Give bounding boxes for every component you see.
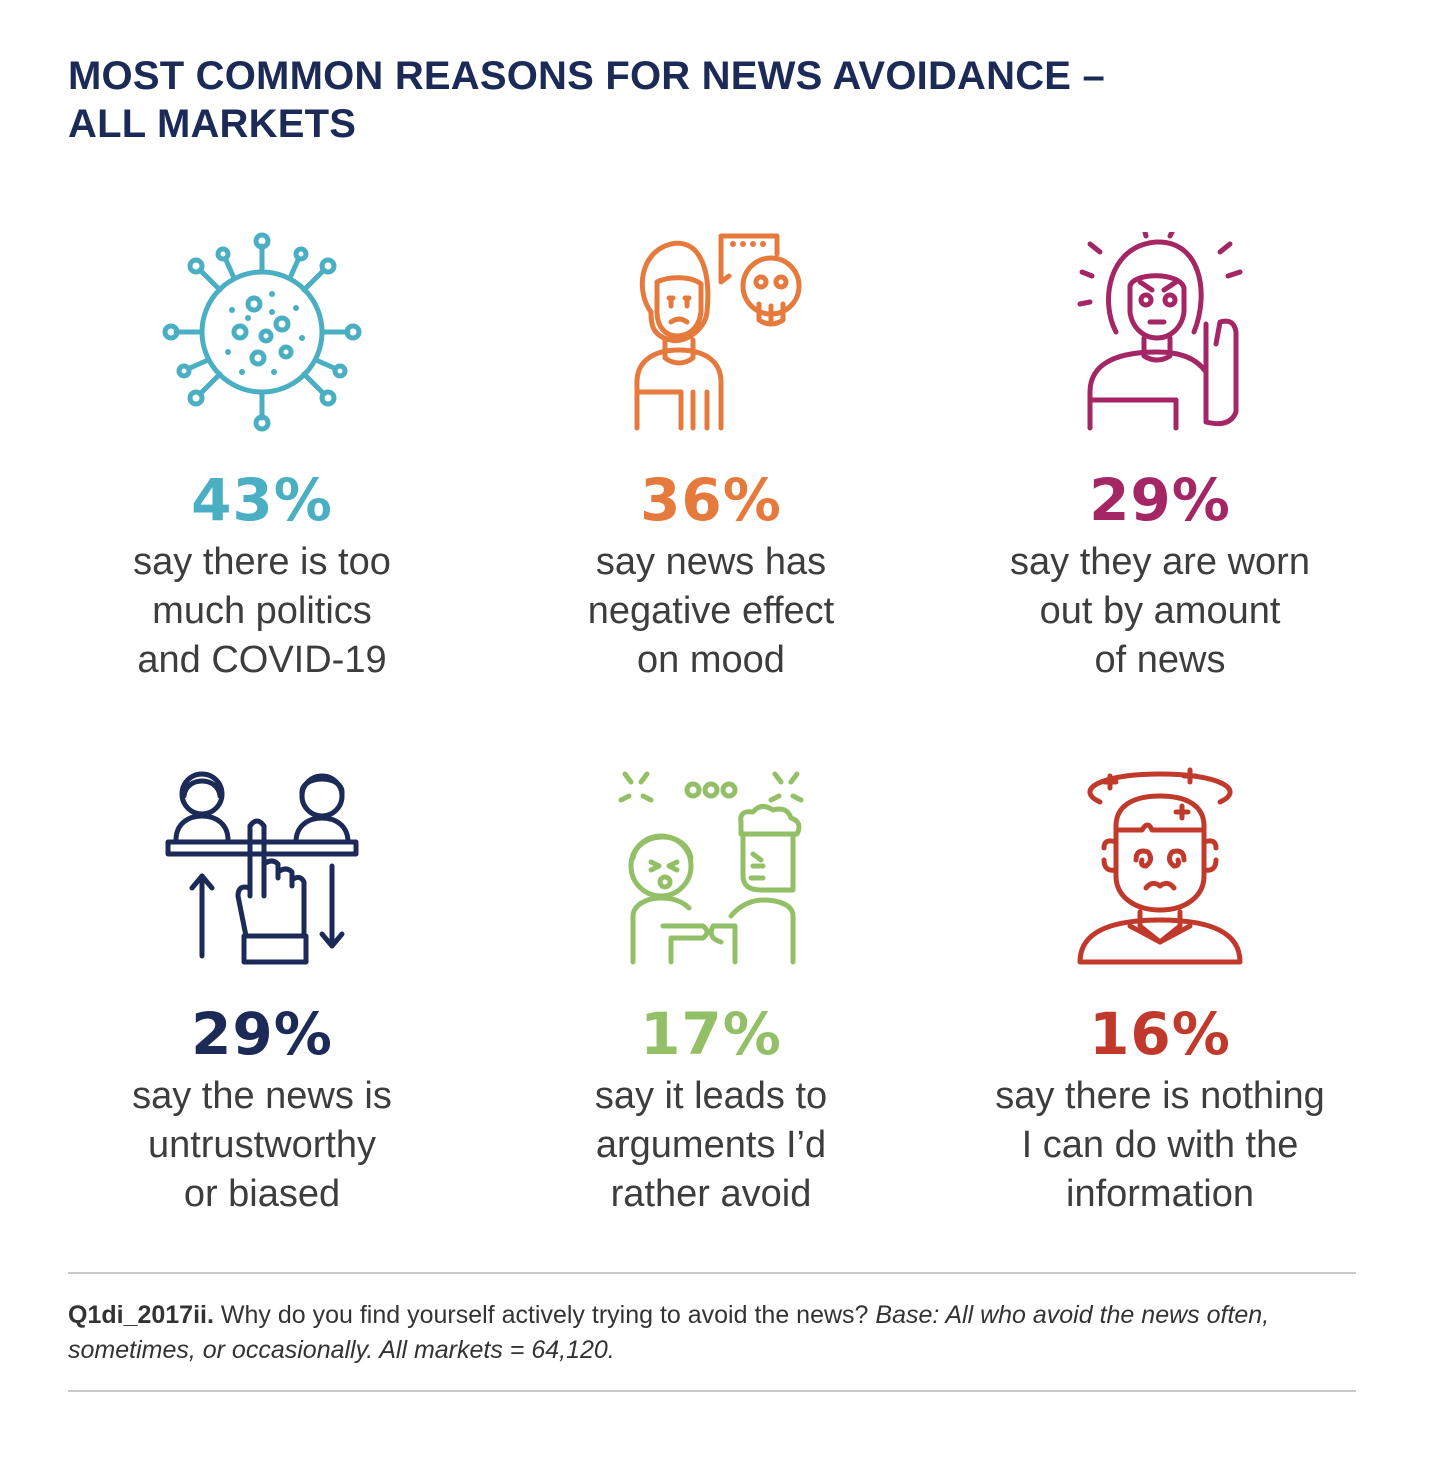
virus-icon (162, 232, 362, 432)
stat-card-negative-mood: 36% say news has negative effect on mood (501, 232, 921, 685)
stat-percent: 16% (1089, 1000, 1231, 1068)
stat-description: say the news is untrustworthy or biased (52, 1072, 472, 1219)
stat-line: negative effect (587, 590, 835, 632)
stat-line: say news has (595, 541, 827, 583)
divider-bottom (68, 1390, 1356, 1392)
stat-line: much politics (152, 590, 372, 632)
stat-line: on mood (637, 639, 785, 681)
stat-description: say it leads to arguments I’d rather avo… (501, 1072, 921, 1219)
stat-line: and COVID-19 (137, 639, 387, 681)
stat-line: arguments I’d (595, 1124, 827, 1166)
stat-line: say it leads to (594, 1075, 828, 1117)
stat-line: say there is too (133, 541, 391, 583)
stat-description: say news has negative effect on mood (501, 538, 921, 685)
stat-description: say they are worn out by amount of news (950, 538, 1370, 685)
dizzy-man-icon (1077, 767, 1243, 965)
title-line-2: ALL MARKETS (68, 102, 357, 146)
question-text: Why do you find yourself actively trying… (213, 1301, 876, 1329)
stat-card-arguments: 17% say it leads to arguments I’d rather… (501, 766, 921, 1219)
stat-line: of news (1094, 639, 1226, 681)
stat-description: say there is too much politics and COVID… (52, 538, 472, 685)
stat-line: rather avoid (610, 1173, 812, 1215)
sad-woman-speech-skull-icon (634, 233, 802, 431)
stat-percent: 29% (191, 1000, 333, 1068)
stat-line: say the news is (132, 1075, 392, 1117)
footnote: Q1di_2017ii. Why do you find yourself ac… (68, 1298, 1358, 1368)
stat-line: out by amount (1039, 590, 1281, 632)
stat-line: say there is nothing (995, 1075, 1325, 1117)
arguing-people-icon (618, 771, 804, 965)
title-line-1: MOST COMMON REASONS FOR NEWS AVOIDANCE – (68, 54, 1105, 98)
stat-line: or biased (183, 1173, 341, 1215)
stat-percent: 36% (640, 466, 782, 534)
biased-scale-hand-icon (165, 771, 359, 965)
base-note: Base: All who avoid the news often, some… (68, 1301, 1270, 1364)
stat-description: say there is nothing I can do with the i… (950, 1072, 1370, 1219)
stat-line: I can do with the (1021, 1124, 1299, 1166)
question-code: Q1di_2017ii. (68, 1301, 214, 1329)
stat-percent: 17% (640, 1000, 782, 1068)
stat-line: untrustworthy (147, 1124, 377, 1166)
stat-card-untrustworthy: 29% say the news is untrustworthy or bia… (52, 766, 472, 1219)
stat-line: information (1066, 1173, 1254, 1215)
page-title: MOST COMMON REASONS FOR NEWS AVOIDANCE –… (68, 52, 1268, 148)
stat-card-politics-covid: 43% say there is too much politics and C… (52, 232, 472, 685)
tired-woman-icon (1077, 232, 1243, 431)
stat-card-worn-out: 29% say they are worn out by amount of n… (950, 232, 1370, 685)
divider-top (68, 1272, 1356, 1274)
stat-card-nothing-to-do: 16% say there is nothing I can do with t… (950, 766, 1370, 1219)
stat-percent: 43% (191, 466, 333, 534)
stat-percent: 29% (1089, 466, 1231, 534)
stat-line: say they are worn (1010, 541, 1310, 583)
